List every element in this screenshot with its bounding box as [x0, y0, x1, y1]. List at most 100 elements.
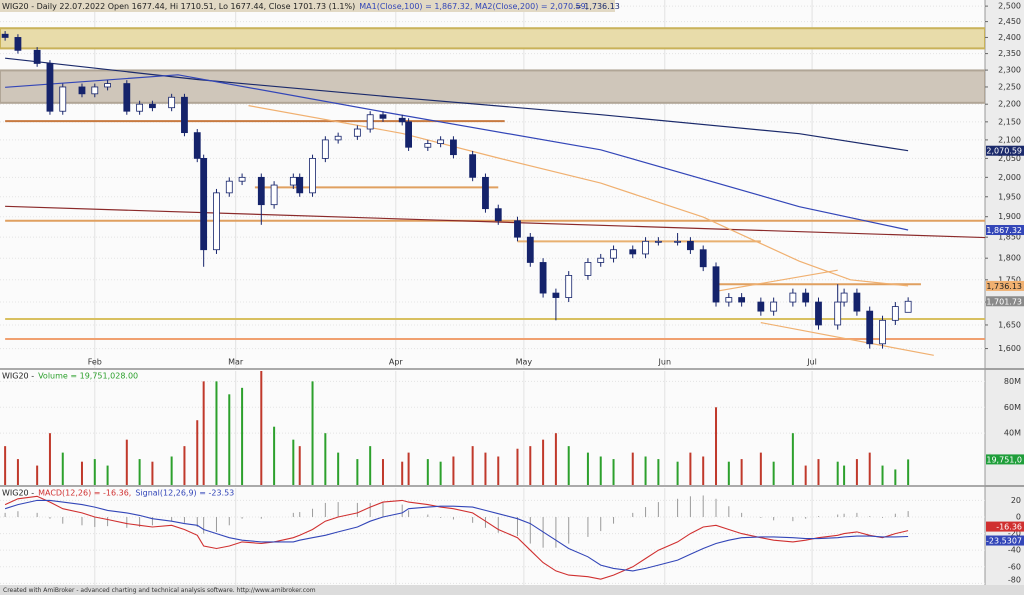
volume-bar — [542, 439, 545, 485]
macd-pane — [0, 487, 985, 585]
candle-body — [904, 300, 912, 313]
volume-bar — [36, 465, 39, 485]
volume-bar — [631, 452, 634, 485]
candle-body — [802, 292, 810, 303]
volume-bar — [324, 433, 327, 485]
volume-bar — [868, 452, 871, 485]
ma-value-label-box — [986, 145, 1024, 156]
value-axis — [985, 0, 1024, 585]
candle-body — [123, 83, 131, 112]
volume-pane — [0, 370, 985, 485]
volume-bar — [4, 446, 7, 485]
moving-average — [5, 74, 909, 231]
volume-bar — [273, 426, 276, 485]
ma-value-label: 1,867.32 — [986, 226, 1022, 235]
candle-body — [840, 292, 848, 303]
y-tick-label: 80M — [1004, 377, 1021, 386]
candle-body — [853, 292, 861, 312]
volume-bar — [196, 420, 199, 485]
ma-value-label-box — [986, 280, 1024, 291]
x-tick-label: Jul — [806, 358, 817, 367]
volume-bar — [292, 439, 295, 485]
candle-body — [334, 135, 342, 141]
volume-bar — [689, 452, 692, 485]
candle-body — [699, 249, 707, 268]
volume-bar — [484, 452, 487, 485]
candle-body — [437, 139, 445, 144]
candle-body — [353, 128, 361, 137]
close-value-label-box — [986, 296, 1024, 307]
candle-body — [834, 301, 842, 326]
y-tick-label: 1,600 — [998, 344, 1021, 353]
macd-value-label-box — [986, 535, 1024, 546]
volume-bar — [791, 433, 794, 485]
volume-bar — [241, 387, 244, 485]
volume-bar — [93, 459, 96, 485]
y-tick-label: 2,200 — [998, 100, 1021, 109]
y-tick-label: 2,100 — [998, 135, 1021, 144]
moving-average — [248, 105, 909, 287]
volume-bar — [740, 459, 743, 485]
volume-bar — [337, 452, 340, 485]
volume-bar — [529, 446, 532, 485]
volume-title-prefix: WIG20 - — [2, 372, 34, 381]
y-tick-label: -20 — [1008, 529, 1021, 538]
volume-bar — [170, 456, 173, 485]
y-tick-label: 1,900 — [998, 212, 1021, 221]
volume-bar — [586, 452, 589, 485]
y-tick-label: -60 — [1008, 562, 1021, 571]
y-tick-label: 1,750 — [998, 275, 1021, 284]
candle-body — [168, 96, 176, 109]
volume-bar — [759, 452, 762, 485]
candle-body — [565, 275, 573, 298]
macd-value-label-box — [986, 521, 1024, 532]
candle-body — [289, 176, 297, 186]
x-tick-label: Mar — [228, 358, 244, 367]
volume-bar — [657, 459, 660, 485]
candle-body — [321, 139, 329, 159]
candle-body — [405, 121, 413, 148]
y-tick-label: 1,950 — [998, 192, 1021, 201]
volume-bar — [644, 456, 647, 485]
candle-body — [879, 319, 886, 345]
candle-body — [149, 103, 156, 109]
candle-body — [891, 306, 899, 321]
y-tick-label: 2,350 — [998, 49, 1021, 58]
header-background — [0, 0, 615, 12]
volume-bar — [894, 469, 897, 485]
candle-body — [379, 114, 387, 119]
candle-body — [78, 86, 86, 95]
volume-bar — [80, 461, 83, 485]
y-tick-label: 2,300 — [998, 66, 1021, 75]
volume-bar — [599, 456, 602, 485]
candle-body — [104, 83, 111, 88]
volume-bar — [804, 465, 807, 485]
y-tick-label: 40M — [1004, 429, 1021, 438]
volume-bar — [16, 459, 19, 485]
volume-bar — [138, 459, 141, 485]
volume-bar — [516, 448, 519, 485]
chart-title: WIG20 - Daily 22.07.2022 Open 1677.44, H… — [2, 2, 355, 11]
y-tick-label: 2,500 — [998, 2, 1021, 11]
y-tick-label: 2,400 — [998, 33, 1021, 42]
volume-bar — [125, 439, 128, 485]
legend-entry: Signal(12,26,9) = -23.53 — [135, 489, 234, 498]
y-tick-label: 60M — [1004, 403, 1021, 412]
volume-bar — [907, 459, 910, 485]
candle-body — [181, 96, 188, 134]
volume-bar — [567, 446, 570, 485]
candle-body — [514, 220, 521, 238]
volume-value-label-box — [986, 454, 1024, 465]
volume-bar — [612, 459, 615, 485]
footer: Created with AmiBroker - advanced charti… — [3, 587, 316, 594]
x-tick-label: Jun — [658, 358, 672, 367]
volume-bar — [452, 456, 455, 485]
volume-bar — [407, 452, 410, 485]
volume-bar — [183, 446, 186, 485]
volume-bar — [202, 381, 205, 485]
candle-body — [91, 86, 99, 95]
x-tick-label: May — [516, 358, 533, 367]
y-tick-label: 20 — [1011, 496, 1021, 505]
volume-bar — [772, 461, 775, 485]
volume-bar — [676, 461, 679, 485]
